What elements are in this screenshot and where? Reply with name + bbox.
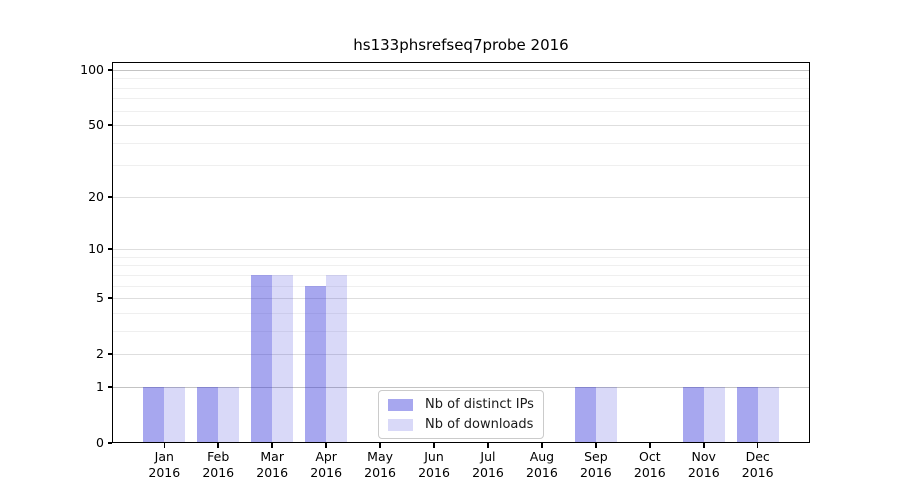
x-tickmark (433, 443, 435, 448)
major-gridline (112, 125, 810, 127)
bar-distinct-ips (197, 386, 219, 443)
minor-gridline (112, 312, 810, 314)
y-tickmark (107, 124, 112, 126)
minor-gridline (112, 330, 810, 332)
legend-swatch-distinct-ips (388, 398, 413, 411)
bar-distinct-ips (251, 274, 273, 443)
x-tick-label-year: 2016 (364, 464, 396, 480)
minor-gridline (112, 274, 810, 276)
bar-distinct-ips (574, 386, 596, 443)
bar-downloads (703, 386, 725, 443)
minor-gridline (112, 110, 810, 112)
bar-distinct-ips (682, 386, 704, 443)
x-tick-label: Jul 2016 (456, 449, 520, 480)
y-tickmark (107, 248, 112, 250)
emphasized-gridline (112, 70, 810, 71)
x-tickmark (595, 443, 597, 448)
y-tick-label: 0 (96, 435, 104, 450)
legend-label-downloads: Nb of downloads (425, 417, 534, 432)
x-tick-label-year: 2016 (310, 464, 343, 480)
x-tick-label: May 2016 (348, 449, 412, 480)
y-tick-label: 50 (88, 117, 104, 133)
major-gridline (112, 298, 810, 300)
major-gridline (112, 249, 810, 251)
legend-label-distinct-ips: Nb of distinct IPs (425, 397, 534, 412)
y-tickmark (107, 442, 112, 444)
y-tickmark (107, 297, 112, 299)
x-tickmark (487, 443, 489, 448)
x-tick-label-year: 2016 (202, 464, 235, 480)
y-tickmark (107, 196, 112, 198)
x-tickmark (379, 443, 381, 448)
x-tickmark (325, 443, 327, 448)
minor-gridline (112, 285, 810, 287)
x-tickmark (649, 443, 651, 448)
x-tick-label-year: 2016 (741, 464, 774, 480)
bar-distinct-ips (305, 285, 327, 443)
y-tick-label: 1 (96, 378, 104, 394)
y-tickmark (107, 353, 112, 355)
minor-gridline (112, 256, 810, 258)
bar-downloads (595, 386, 617, 443)
x-tick-label: Apr 2016 (294, 449, 358, 480)
x-tick-label-year: 2016 (579, 464, 612, 480)
x-tick-label-year: 2016 (418, 464, 450, 480)
x-tick-label: Nov 2016 (672, 449, 736, 480)
y-tick-label: 5 (96, 290, 104, 306)
x-tick-label: Sep 2016 (564, 449, 628, 480)
minor-gridline (112, 142, 810, 144)
bar-downloads (757, 386, 779, 443)
x-tick-label: Mar 2016 (240, 449, 304, 480)
x-tick-label: Aug 2016 (510, 449, 574, 480)
bar-downloads (218, 386, 240, 443)
x-tickmark (163, 443, 166, 448)
plot-area (112, 62, 810, 443)
x-tick-label-year: 2016 (633, 464, 666, 480)
x-tick-label-year: 2016 (687, 464, 720, 480)
y-tick-label: 100 (80, 62, 104, 77)
x-tick-label-year: 2016 (526, 464, 558, 480)
x-tick-label: Feb 2016 (186, 449, 250, 480)
bar-downloads (272, 274, 294, 443)
bar-downloads (326, 274, 348, 443)
legend-item-downloads: Nb of downloads (388, 417, 534, 432)
bar-distinct-ips (143, 386, 165, 443)
x-tickmark (541, 443, 543, 448)
minor-gridline (112, 165, 810, 167)
bar-distinct-ips (736, 386, 758, 443)
emphasized-gridline (112, 386, 810, 388)
y-tickmark (107, 386, 112, 388)
y-tickmark (107, 69, 112, 71)
x-tickmark (703, 443, 705, 448)
x-tickmark (217, 443, 219, 448)
legend: Nb of distinct IPs Nb of downloads (378, 390, 544, 439)
y-tick-label: 10 (88, 241, 104, 257)
x-tick-label-year: 2016 (256, 464, 289, 480)
x-tick-label: Dec 2016 (726, 449, 790, 480)
x-tickmark (271, 443, 273, 448)
minor-gridline (112, 265, 810, 267)
x-tick-label: Jan 2016 (132, 449, 196, 480)
x-tickmark (756, 443, 759, 448)
y-tick-label: 20 (88, 188, 104, 204)
legend-item-distinct-ips: Nb of distinct IPs (388, 397, 534, 412)
minor-gridline (112, 98, 810, 100)
chart-title: hs133phsrefseq7probe 2016 (353, 36, 569, 54)
bar-downloads (164, 386, 186, 443)
x-tick-label: Oct 2016 (618, 449, 682, 480)
y-tick-label: 2 (96, 346, 104, 362)
minor-gridline (112, 78, 810, 80)
x-tick-label-year: 2016 (472, 464, 504, 480)
major-gridline (112, 196, 810, 198)
x-tick-label: Jun 2016 (402, 449, 466, 480)
minor-gridline (112, 87, 810, 89)
legend-swatch-downloads (388, 418, 413, 431)
x-tick-label-year: 2016 (148, 464, 181, 480)
major-gridline (112, 354, 810, 356)
